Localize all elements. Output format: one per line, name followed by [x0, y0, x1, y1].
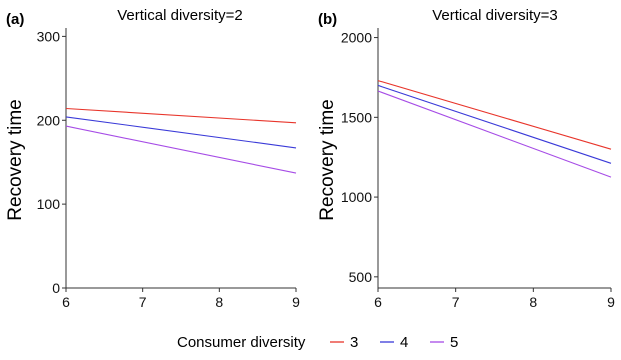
- panel-a: (a) Vertical diversity=2 Recovery time 6…: [5, 7, 300, 310]
- panel-a-axes: 6 7 8 9 0 100 200 300: [37, 28, 300, 310]
- panel-a-x-tick-label: 8: [215, 294, 223, 310]
- panel-a-x-tick-label: 7: [139, 294, 147, 310]
- panel-a-y-tick-label: 0: [52, 280, 60, 296]
- panel-a-label: (a): [6, 11, 24, 28]
- panel-b-series: [378, 81, 611, 178]
- panel-a-series: [66, 109, 296, 174]
- panel-b-x-tick-label: 9: [607, 294, 615, 310]
- panel-a-y-tick-label: 200: [37, 112, 61, 128]
- panel-b-series-line-4: [378, 85, 611, 163]
- panel-a-series-line-4: [66, 117, 296, 148]
- panel-b-y-axis-label: Recovery time: [317, 99, 338, 220]
- legend-label-5: 5: [450, 334, 458, 351]
- panel-b-series-line-3: [378, 81, 611, 150]
- panel-b-label: (b): [318, 11, 337, 28]
- panel-a-series-line-5: [66, 126, 296, 173]
- legend-label-4: 4: [400, 334, 408, 351]
- panel-a-y-axis-label: Recovery time: [5, 99, 26, 220]
- panel-b-x-tick-label: 7: [452, 294, 460, 310]
- panel-b-axes: 6 7 8 9 500 1000 1500 2000: [341, 28, 615, 310]
- legend-title: Consumer diversity: [177, 334, 306, 351]
- panel-a-title: Vertical diversity=2: [117, 7, 242, 24]
- panel-b-x-tick-label: 6: [374, 294, 382, 310]
- legend: Consumer diversity 3 4 5: [177, 334, 458, 351]
- panel-a-series-line-3: [66, 109, 296, 123]
- panel-b-y-tick-label: 2000: [341, 30, 372, 46]
- panel-b: (b) Vertical diversity=3 Recovery time 6…: [317, 7, 615, 310]
- panel-b-y-tick-label: 500: [349, 269, 373, 285]
- panel-a-x-tick-label: 6: [62, 294, 70, 310]
- panel-b-series-line-5: [378, 91, 611, 177]
- panel-b-title: Vertical diversity=3: [432, 7, 557, 24]
- panel-a-x-tick-label: 9: [292, 294, 300, 310]
- panel-a-y-tick-label: 100: [37, 196, 61, 212]
- panel-b-y-tick-label: 1000: [341, 189, 372, 205]
- panel-b-x-tick-label: 8: [529, 294, 537, 310]
- panel-a-y-tick-label: 300: [37, 28, 61, 44]
- legend-label-3: 3: [350, 334, 358, 351]
- legend-items: 3 4 5: [330, 334, 458, 351]
- panel-b-y-tick-label: 1500: [341, 109, 372, 125]
